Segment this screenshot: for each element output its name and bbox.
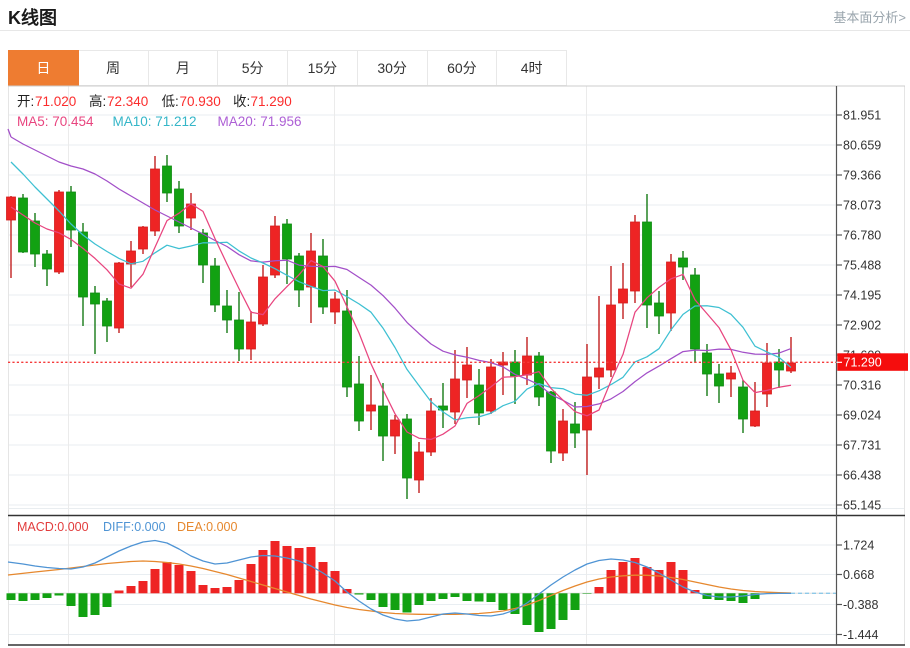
svg-text:79.366: 79.366 [843, 168, 881, 182]
svg-text:65.145: 65.145 [843, 498, 881, 512]
svg-text:76.780: 76.780 [843, 228, 881, 242]
svg-text:69.024: 69.024 [843, 408, 881, 422]
svg-text:72.902: 72.902 [843, 318, 881, 332]
svg-text:75.488: 75.488 [843, 258, 881, 272]
svg-text:-1.444: -1.444 [843, 628, 878, 642]
svg-text:67.731: 67.731 [843, 438, 881, 452]
svg-text:-0.388: -0.388 [843, 598, 878, 612]
svg-text:66.438: 66.438 [843, 468, 881, 482]
svg-text:71.290: 71.290 [844, 356, 882, 370]
svg-text:74.195: 74.195 [843, 288, 881, 302]
svg-text:70.316: 70.316 [843, 378, 881, 392]
svg-text:78.073: 78.073 [843, 198, 881, 212]
svg-text:80.659: 80.659 [843, 138, 881, 152]
svg-text:0.668: 0.668 [843, 568, 874, 582]
svg-text:1.724: 1.724 [843, 538, 874, 552]
svg-text:81.951: 81.951 [843, 108, 881, 122]
